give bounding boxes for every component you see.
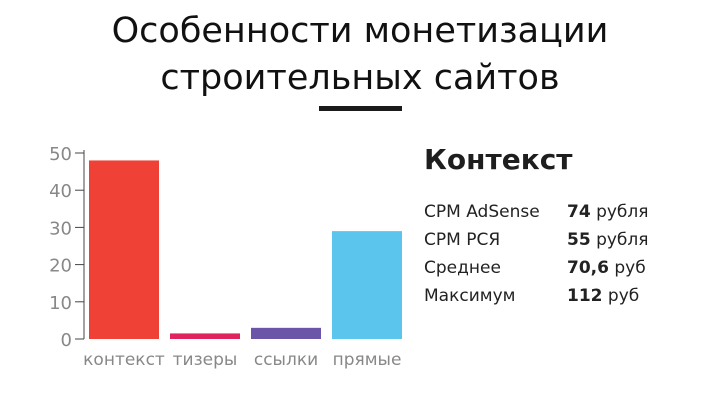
x-tick-label: тизеры: [173, 350, 238, 370]
bar-3: [332, 231, 402, 339]
stat-label: Максимум: [424, 286, 516, 306]
stat-row-rsya: CPM РСЯ 55 рубля: [424, 228, 714, 252]
stat-unit: руб: [614, 258, 646, 278]
x-tick-label: ссылки: [254, 350, 318, 370]
stat-unit: рубля: [596, 230, 649, 250]
stat-value: 55 рубля: [567, 228, 714, 252]
y-tick-label: 50: [49, 144, 72, 165]
x-tick-label: контекст: [83, 350, 165, 370]
y-tick-label: 40: [49, 181, 72, 202]
stat-row-adsense: CPM AdSense 74 рубля: [424, 200, 714, 224]
bar-2: [251, 327, 321, 339]
stat-label: CPM РСЯ: [424, 230, 501, 250]
slide-title: Особенности монетизации строительных сай…: [0, 8, 720, 102]
stat-value: 112 руб: [567, 284, 714, 308]
stat-label: CPM AdSense: [424, 202, 540, 222]
title-divider: [319, 106, 402, 111]
stat-label: Среднее: [424, 258, 501, 278]
context-panel: Контекст CPM AdSense 74 рубля CPM РСЯ 55…: [424, 140, 714, 312]
stat-row-average: Среднее 70,6 руб: [424, 256, 714, 280]
bar-chart: 0 10 20 30 40 50 контекст тизеры ссылки прямые: [49, 144, 402, 370]
stat-value: 74 рубля: [567, 200, 714, 224]
bar-1: [170, 333, 240, 339]
y-tick-label: 0: [61, 330, 72, 351]
stat-value: 70,6 руб: [567, 256, 714, 280]
stat-unit: руб: [607, 286, 640, 306]
y-tick-label: 10: [49, 293, 72, 314]
bar-0: [89, 160, 159, 339]
stat-unit: рубля: [596, 202, 649, 222]
y-tick-label: 20: [49, 256, 72, 277]
y-tick-label: 30: [49, 218, 72, 239]
x-tick-label: прямые: [333, 350, 402, 370]
stat-row-maximum: Максимум 112 руб: [424, 284, 714, 308]
slide-title-line-1: Особенности монетизации: [111, 11, 609, 51]
stat-number: 55: [567, 230, 591, 250]
stat-number: 112: [567, 286, 603, 306]
panel-title: Контекст: [424, 143, 573, 176]
slide-title-line-2: строительных сайтов: [160, 58, 560, 98]
stat-number: 74: [567, 202, 591, 222]
stat-number: 70,6: [567, 258, 609, 278]
